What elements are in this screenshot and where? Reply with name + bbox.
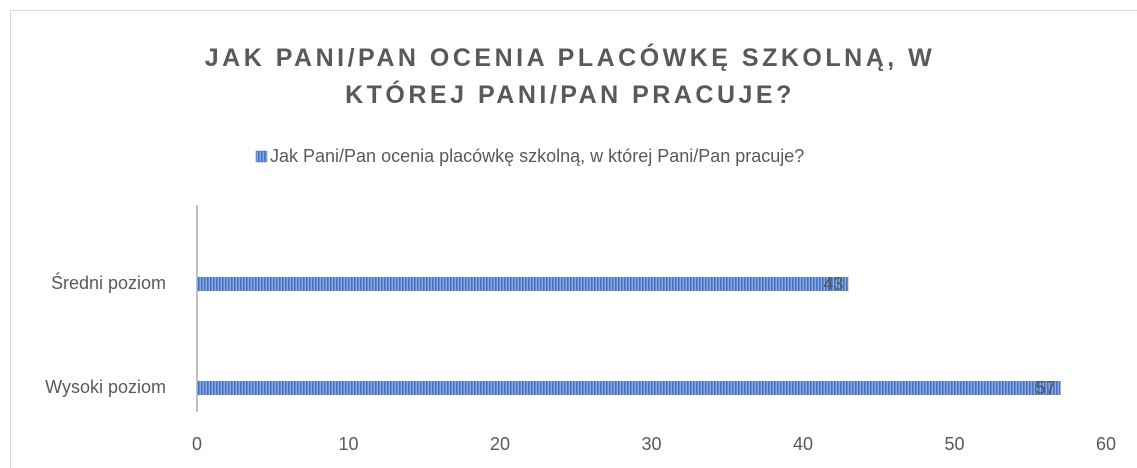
chart-title: JAK PANI/PAN OCENIA PLACÓWKĘ SZKOLNĄ, W …: [204, 44, 936, 109]
x-tick-label: 0: [192, 434, 202, 454]
legend-label: Jak Pani/Pan ocenia placówkę szkolną, w …: [270, 146, 804, 166]
bar: [197, 277, 849, 291]
data-label: 57: [1036, 378, 1056, 398]
x-tick-label: 40: [793, 434, 813, 454]
bar: [197, 381, 1061, 395]
data-label: 43: [823, 274, 843, 294]
chart-border: [10, 10, 1137, 468]
x-tick-label: 30: [641, 434, 661, 454]
x-tick-label: 10: [338, 434, 358, 454]
y-tick-label: Wysoki poziom: [45, 377, 166, 397]
x-tick-label: 60: [1096, 434, 1116, 454]
x-tick-label: 20: [490, 434, 510, 454]
legend-swatch: [255, 150, 268, 163]
x-tick-label: 50: [944, 434, 964, 454]
y-tick-label: Średni poziom: [51, 272, 166, 293]
